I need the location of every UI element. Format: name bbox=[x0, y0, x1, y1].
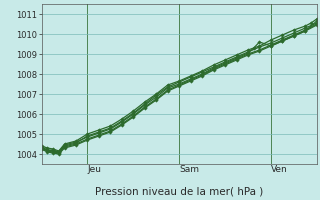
Text: Ven: Ven bbox=[271, 165, 288, 174]
Text: Jeu: Jeu bbox=[87, 165, 101, 174]
Text: Pression niveau de la mer( hPa ): Pression niveau de la mer( hPa ) bbox=[95, 186, 263, 196]
Text: Sam: Sam bbox=[179, 165, 199, 174]
